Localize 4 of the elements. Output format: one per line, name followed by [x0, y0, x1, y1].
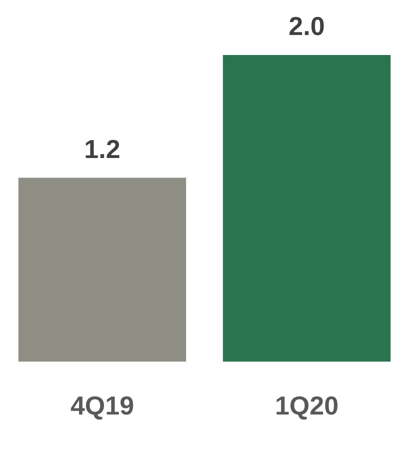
data-label: 2.0 — [288, 11, 325, 42]
data-label: 1.2 — [84, 134, 120, 164]
x-tick-label: 4Q19 — [70, 390, 134, 421]
x-tick-label: 1Q20 — [274, 390, 339, 421]
